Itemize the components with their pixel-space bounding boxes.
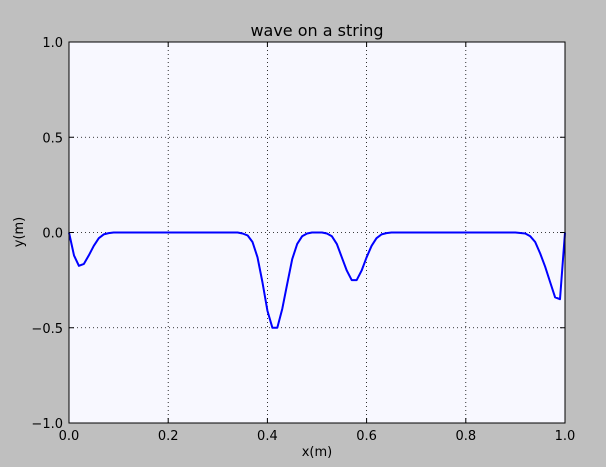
y-axis-label: y(m) (12, 217, 27, 248)
x-tick-label: 0.2 (158, 429, 179, 444)
y-tick-label: 0.5 (42, 131, 63, 146)
series-line (68, 231, 566, 329)
x-tick-label: 1.0 (555, 429, 576, 444)
chart-title: wave on a string (250, 21, 383, 40)
x-tick-labels: 0.0 0.2 0.4 0.6 0.8 1.0 (59, 429, 576, 444)
x-tick-label: 0.4 (257, 429, 278, 444)
y-tick-label: 0.0 (42, 227, 63, 242)
y-tick-label: −0.5 (31, 322, 63, 337)
x-tick-label: 0.0 (59, 429, 80, 444)
x-axis-label: x(m) (302, 445, 333, 460)
y-tick-label: 1.0 (42, 36, 63, 51)
x-tick-label: 0.6 (356, 429, 377, 444)
axis-ticks (68, 41, 566, 424)
x-tick-label: 0.8 (455, 429, 476, 444)
y-tick-labels: −1.0 −0.5 0.0 0.5 1.0 (31, 36, 63, 432)
y-tick-label: −1.0 (31, 417, 63, 432)
